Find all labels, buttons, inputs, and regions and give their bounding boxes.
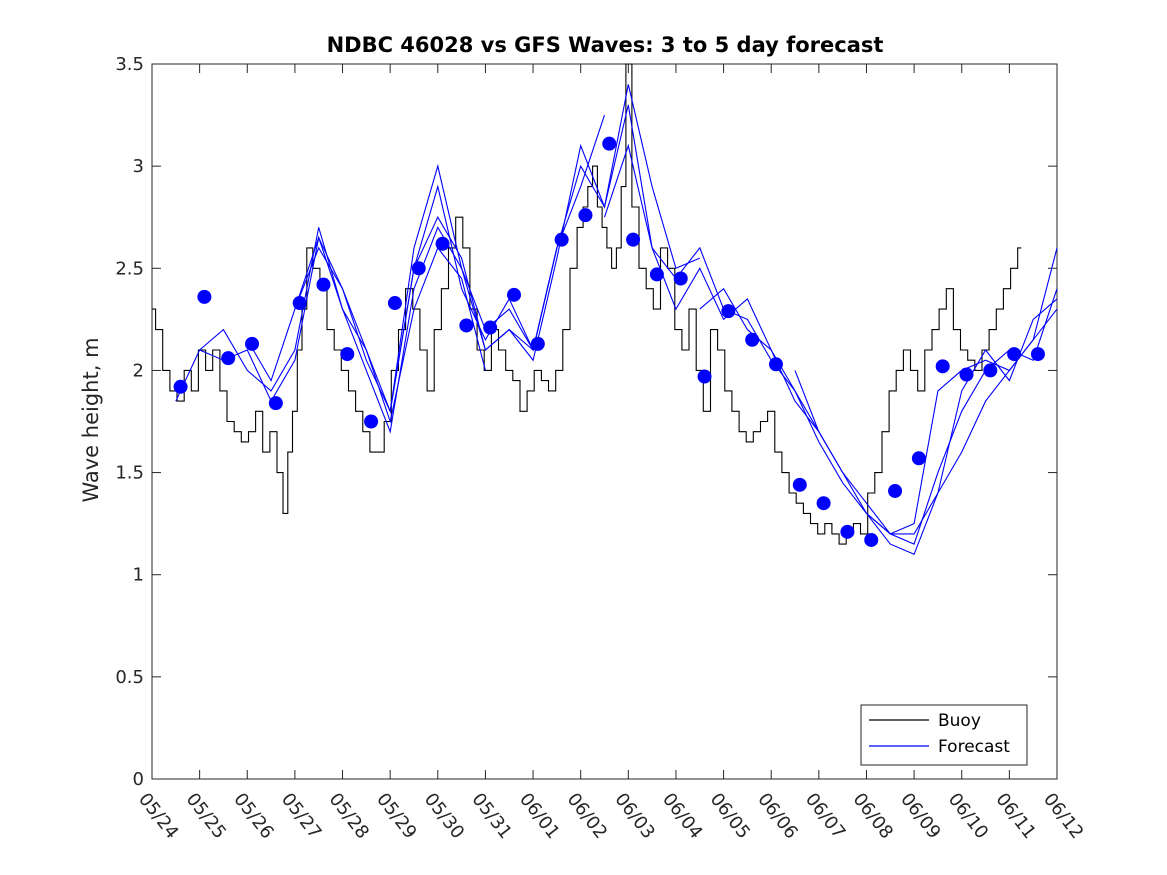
- forecast-point: [745, 332, 760, 347]
- forecast-point: [864, 532, 879, 547]
- forecast-point: [507, 287, 521, 302]
- forecast-point: [649, 267, 664, 282]
- forecast-point: [1030, 347, 1045, 362]
- forecast-point: [221, 351, 236, 366]
- plot-area: [151, 63, 1058, 780]
- forecast-line: [866, 298, 1058, 556]
- forecast-line: [699, 287, 1058, 545]
- y-axis-label: Wave height, m: [79, 337, 103, 502]
- forecast-point: [340, 347, 355, 362]
- forecast-point: [673, 271, 688, 286]
- forecast-point: [554, 232, 569, 247]
- forecast-point: [840, 524, 855, 539]
- legend-label-forecast: Forecast: [938, 737, 1010, 757]
- forecast-point: [697, 369, 712, 384]
- y-tick-label: 2: [133, 360, 144, 381]
- y-axis: 0 0.5 1 1.5 2 2.5 3 3.5: [115, 54, 1057, 790]
- forecast-point: [792, 477, 807, 492]
- y-tick-label: 3.5: [115, 54, 144, 75]
- forecast-point: [935, 359, 950, 374]
- forecast-point: [1007, 347, 1022, 362]
- forecast-point: [768, 357, 783, 372]
- forecast-point: [268, 396, 283, 411]
- forecast-point: [197, 289, 212, 304]
- forecast-point: [578, 208, 593, 223]
- forecast-point: [459, 318, 474, 333]
- legend-box: [860, 704, 1028, 766]
- legend-label-buoy: Buoy: [938, 711, 981, 731]
- forecast-point: [364, 414, 379, 429]
- forecast-line: [603, 143, 1058, 535]
- forecast-point: [387, 296, 402, 311]
- forecast-line: [389, 104, 820, 432]
- forecast-line: [294, 84, 701, 414]
- y-tick-label: 2.5: [115, 258, 144, 279]
- forecast-point: [292, 296, 307, 311]
- y-tick-label: 3: [133, 156, 144, 177]
- forecast-point: [173, 379, 188, 394]
- y-tick-label: 1.5: [115, 463, 144, 484]
- forecast-point: [435, 236, 450, 251]
- forecast-point: [602, 136, 617, 151]
- forecast-line: [794, 247, 1058, 535]
- forecast-point: [816, 496, 831, 511]
- y-tick-label: 1: [133, 565, 144, 586]
- forecast-point: [626, 232, 641, 247]
- series-buoy: [152, 63, 1022, 545]
- forecast-point: [959, 367, 974, 382]
- forecast-point: [888, 483, 903, 498]
- forecast-point: [530, 336, 545, 351]
- forecast-point: [911, 451, 926, 466]
- forecast-point: [411, 261, 426, 276]
- buoy-line: [152, 63, 1022, 545]
- series-forecast: [175, 84, 1058, 556]
- y-tick-label: 0.5: [115, 667, 144, 688]
- plot-frame: [151, 63, 1058, 780]
- legend: Buoy Forecast: [860, 704, 1028, 766]
- chart-title: NDBC 46028 vs GFS Waves: 3 to 5 day fore…: [327, 33, 884, 57]
- forecast-points: [173, 136, 1045, 547]
- y-tick-label: 0: [133, 769, 144, 790]
- forecast-point: [721, 304, 736, 319]
- forecast-point: [483, 320, 498, 335]
- forecast-point: [245, 336, 260, 351]
- forecast-point: [983, 363, 998, 378]
- forecast-point: [316, 277, 331, 292]
